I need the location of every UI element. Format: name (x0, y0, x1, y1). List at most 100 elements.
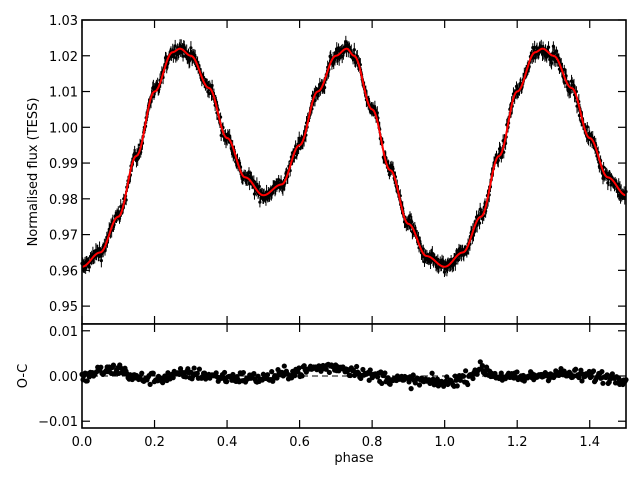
residual-plot-frame (81, 323, 627, 429)
residual-point (240, 369, 247, 376)
residual-point (110, 362, 117, 368)
flux-data-point (258, 200, 262, 204)
residual-point (221, 369, 228, 376)
residual-point (578, 367, 584, 373)
flux-data-point (441, 259, 445, 263)
residual-data-points (79, 359, 629, 392)
residual-point (382, 370, 388, 376)
flux-panel: 0.95 0.96 0.97 0.98 0.99 1.00 1.01 1.02 1.03 Nor… (26, 14, 628, 325)
y-tick-label: 0.98 (49, 193, 78, 208)
x-tick-label: 1.4 (579, 435, 600, 450)
flux-data-point (257, 184, 261, 189)
flux-data-point (295, 151, 299, 156)
flux-data-point (442, 270, 447, 274)
residual-point (281, 363, 287, 369)
residual-point (429, 370, 435, 376)
model-fit-line (81, 47, 627, 268)
residual-point (326, 369, 332, 376)
y-tick-label: 0.00 (49, 370, 78, 385)
flux-data-point (609, 183, 613, 187)
residual-axis-ticks: 0.0 0.2 0.4 0.6 0.8 1.0 1.2 1.4 −0.01 0.00 0.01 (38, 324, 626, 450)
flux-data-point (410, 220, 414, 224)
phase-x-axis-label: phase (334, 451, 373, 466)
residual-point (514, 369, 520, 375)
residual-point (367, 367, 373, 373)
residual-point (374, 374, 381, 380)
flux-plot-area (82, 20, 626, 324)
flux-data-point (568, 90, 572, 94)
residual-point (479, 363, 486, 369)
residual-point (604, 372, 610, 378)
residual-point (354, 363, 360, 370)
residual-point (296, 365, 302, 371)
residual-point (139, 370, 145, 376)
flux-data-point (99, 258, 103, 263)
residual-point (590, 368, 597, 374)
flux-data-point (453, 261, 457, 265)
x-tick-label: 1.0 (434, 435, 455, 450)
residual-point (224, 379, 230, 385)
residual-point (498, 370, 504, 376)
residual-point (465, 381, 471, 388)
y-tick-label: 1.00 (49, 121, 78, 136)
residual-point (408, 386, 414, 392)
flux-data-point (252, 192, 257, 196)
residual-point (599, 369, 605, 375)
flux-data-point (421, 247, 425, 251)
flux-data-point (496, 158, 500, 162)
flux-data-point (210, 83, 214, 88)
flux-data-point (478, 207, 482, 211)
residual-point (292, 373, 298, 379)
residual-panel: 0.0 0.2 0.4 0.6 0.8 1.0 1.2 1.4 −0.01 0.00 0.01 O-… (16, 323, 629, 466)
y-tick-label: 0.97 (49, 229, 78, 244)
residual-point (213, 370, 219, 376)
x-tick-label: 1.2 (507, 435, 528, 450)
x-tick-label: 0.6 (289, 435, 310, 450)
residual-point (165, 370, 171, 376)
residual-y-axis-label: O-C (16, 364, 31, 388)
residual-point (301, 363, 307, 369)
residual-point (573, 366, 579, 372)
flux-data-point (436, 257, 440, 261)
flux-model-curve (81, 47, 627, 268)
residual-point (299, 373, 305, 379)
residual-point (477, 359, 483, 365)
residual-point (147, 381, 153, 387)
residual-point (379, 380, 385, 387)
residual-point (609, 371, 615, 377)
y-tick-label: 0.01 (49, 325, 78, 340)
flux-data-point (465, 251, 469, 255)
flux-data-point (189, 46, 193, 50)
residual-point (251, 370, 257, 377)
flux-y-axis-label: Normalised flux (TESS) (26, 98, 41, 247)
y-tick-label: 0.99 (49, 157, 78, 172)
flux-data-point (606, 181, 610, 185)
residual-point (185, 366, 191, 372)
flux-data-point (173, 44, 177, 48)
flux-data-point (477, 221, 482, 225)
x-tick-label: 0.8 (362, 435, 383, 450)
y-tick-label: −0.01 (38, 415, 78, 430)
x-tick-label: 0.0 (72, 435, 93, 450)
residual-point (416, 382, 423, 388)
flux-data-point (323, 85, 327, 90)
residual-point (588, 374, 595, 380)
flux-data-point (87, 265, 91, 269)
residual-point (323, 366, 329, 372)
flux-data-point (387, 173, 391, 177)
flux-data-point (549, 61, 554, 65)
residual-point (160, 380, 166, 386)
residual-point (269, 369, 275, 375)
flux-axis-ticks: 0.95 0.96 0.97 0.98 0.99 1.00 1.01 1.02 1.03 (49, 14, 626, 324)
residual-point (470, 375, 476, 382)
flux-data-point (336, 46, 341, 50)
residual-point (274, 375, 280, 381)
flux-data-point (352, 48, 356, 52)
y-tick-label: 0.95 (49, 300, 78, 315)
x-tick-label: 0.4 (217, 435, 238, 450)
residual-point (492, 370, 498, 377)
flux-data-point (585, 125, 589, 129)
residual-point (579, 378, 585, 384)
y-tick-label: 1.03 (49, 14, 78, 29)
